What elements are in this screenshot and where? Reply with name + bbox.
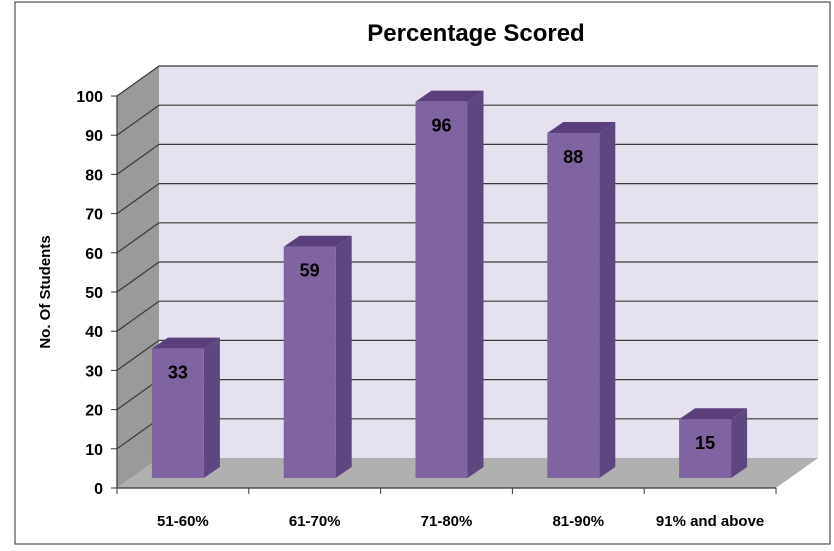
axes: 0 10 20 30 40 50 60 70 80 90 100 xyxy=(76,89,777,498)
bar-front xyxy=(679,419,732,478)
bar-side xyxy=(203,337,220,478)
bar-side xyxy=(335,235,352,478)
y-tick-label: 40 xyxy=(85,324,103,341)
y-tick-label: 100 xyxy=(76,89,103,106)
bar-front xyxy=(283,246,336,478)
x-tick-label: 51-60% xyxy=(157,513,209,530)
x-tick-label: 61-70% xyxy=(289,513,341,530)
gridline-side xyxy=(116,143,160,175)
y-tick-label: 50 xyxy=(85,285,103,302)
bar-top xyxy=(547,122,616,134)
data-label: 96 xyxy=(431,116,451,136)
bar xyxy=(679,408,748,478)
bar-top xyxy=(151,337,220,349)
data-label: 15 xyxy=(695,433,715,453)
bar-side xyxy=(599,122,616,478)
bar-front xyxy=(415,101,468,479)
gridline-side xyxy=(116,300,160,332)
y-tick-label: 20 xyxy=(85,403,103,420)
bar-side xyxy=(467,90,484,479)
bar-top xyxy=(283,235,352,247)
y-tick-label: 30 xyxy=(85,363,103,380)
bar xyxy=(151,337,220,478)
gridline-side xyxy=(116,183,160,215)
y-tick-label: 0 xyxy=(94,481,103,498)
y-tick-label: 70 xyxy=(85,207,103,224)
data-label: 59 xyxy=(300,261,320,281)
bar-side xyxy=(731,408,748,478)
x-tick-label: 71-80% xyxy=(421,513,473,530)
y-tick-label: 10 xyxy=(85,442,103,459)
data-label: 33 xyxy=(168,363,188,383)
y-tick-label: 90 xyxy=(85,128,103,145)
data-label: 88 xyxy=(563,147,583,167)
bar xyxy=(283,235,352,478)
x-tick-label: 91% and above xyxy=(656,513,764,530)
bar-front xyxy=(151,348,204,478)
bar xyxy=(415,90,484,479)
bar-top xyxy=(679,408,748,420)
bar xyxy=(547,122,616,479)
y-tick-label: 80 xyxy=(85,167,103,184)
bar-top xyxy=(415,90,484,102)
gridline-side xyxy=(116,339,160,371)
gridline-side xyxy=(116,104,160,136)
bar-front xyxy=(547,133,600,479)
gridline-side xyxy=(116,65,160,97)
x-tick-label: 81-90% xyxy=(552,513,604,530)
gridline-side xyxy=(116,261,160,293)
gridline-side xyxy=(116,222,160,254)
y-tick-label: 60 xyxy=(85,246,103,263)
bars xyxy=(151,90,748,479)
y-axis-label: No. Of Students xyxy=(37,235,54,348)
chart-title: Percentage Scored xyxy=(367,20,584,47)
labels: 51-60% 61-70% 71-80% 81-90% 91% and above 33 5… xyxy=(157,116,764,530)
